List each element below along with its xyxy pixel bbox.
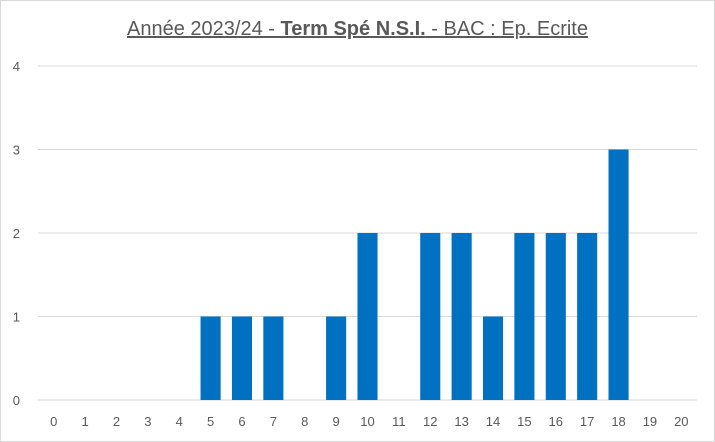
y-tick-label: 1	[13, 310, 20, 325]
bar-18	[608, 149, 629, 400]
y-tick-label: 4	[13, 59, 20, 74]
y-axis-labels: 0 1 2 3 4	[13, 59, 20, 408]
chart-title-part1: Année 2023/24 -	[127, 18, 281, 40]
bar-14	[482, 316, 504, 400]
x-tick-label: 0	[50, 414, 57, 429]
x-tick-label: 16	[549, 414, 563, 429]
bar-9	[326, 316, 347, 400]
bar-5	[200, 316, 221, 400]
x-tick-label: 6	[238, 414, 245, 429]
y-tick-label: 0	[13, 393, 20, 408]
y-tick-label: 2	[13, 226, 20, 241]
x-tick-label: 11	[392, 414, 406, 429]
x-tick-label: 14	[486, 414, 500, 429]
x-tick-label: 12	[423, 414, 437, 429]
bar-16	[545, 233, 566, 400]
x-axis-labels: 0 1 2 3 4 5 6 7 8 9 10 11 12 13 14 15 16 17 18 19 20	[50, 414, 688, 429]
x-tick-label: 1	[81, 414, 88, 429]
x-tick-label: 8	[301, 414, 308, 429]
chart-title-part2: Term Spé N.S.I.	[280, 18, 426, 40]
bars	[200, 149, 629, 400]
x-tick-label: 3	[144, 414, 151, 429]
y-tick-label: 3	[13, 143, 20, 158]
x-tick-label: 20	[674, 414, 688, 429]
chart-title-part3: - BAC : Ep. Ecrite	[425, 18, 588, 40]
bar-7	[263, 316, 284, 400]
x-tick-label: 9	[333, 414, 340, 429]
x-tick-label: 13	[454, 414, 468, 429]
x-tick-label: 2	[113, 414, 120, 429]
x-tick-label: 19	[643, 414, 657, 429]
x-tick-label: 10	[360, 414, 374, 429]
chart-title: Année 2023/24 - Term Spé N.S.I. - BAC : …	[0, 18, 715, 41]
bar-6	[231, 316, 253, 400]
x-tick-label: 15	[517, 414, 531, 429]
bar-15	[514, 233, 535, 400]
x-tick-label: 5	[207, 414, 214, 429]
bar-13	[451, 233, 472, 400]
x-tick-label: 17	[580, 414, 594, 429]
x-tick-label: 18	[611, 414, 625, 429]
x-tick-label: 4	[176, 414, 183, 429]
x-tick-label: 7	[270, 414, 277, 429]
bar-17	[577, 233, 598, 400]
bar-10	[357, 233, 378, 400]
bar-12	[420, 233, 441, 400]
